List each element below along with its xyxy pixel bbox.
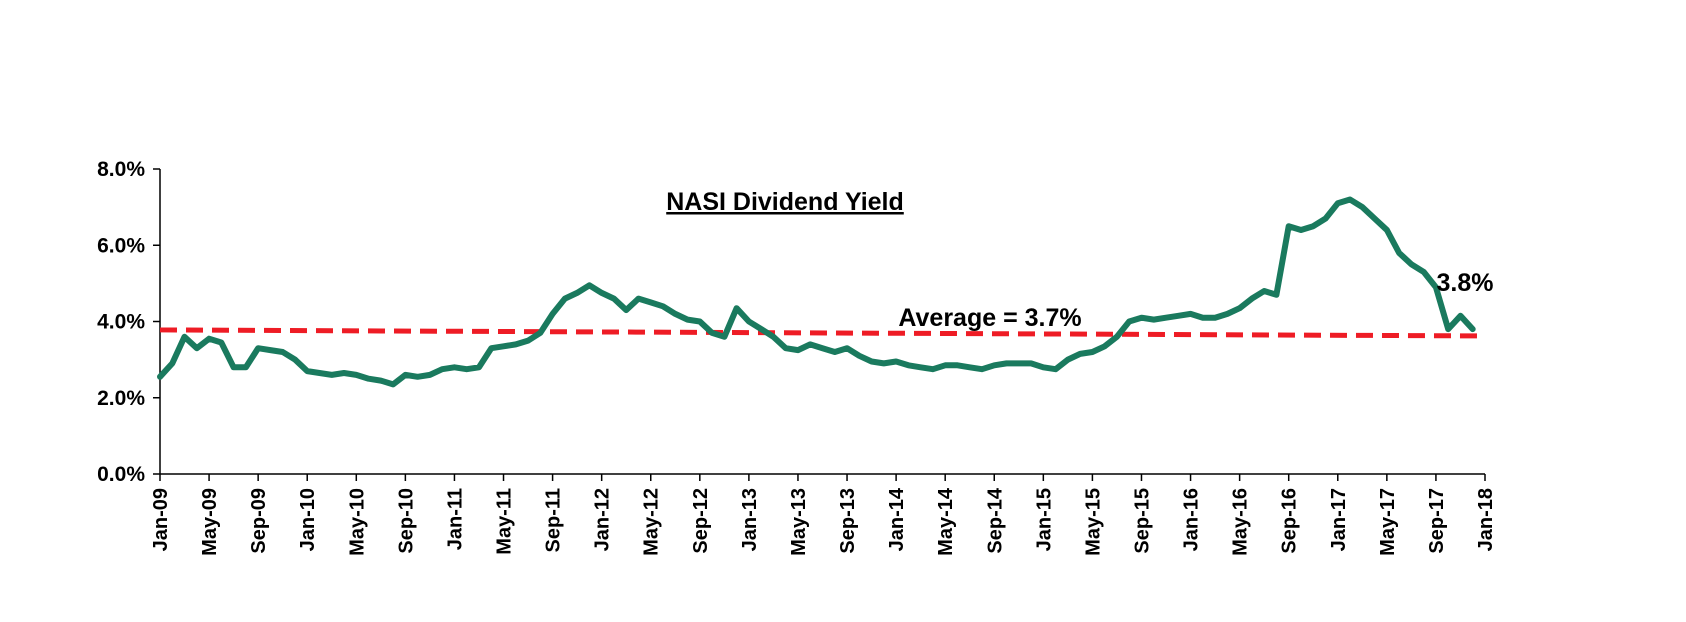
x-tick-label: May-13 bbox=[788, 488, 810, 556]
x-tick-label: Jan-09 bbox=[150, 488, 172, 551]
y-tick-label: 8.0% bbox=[97, 158, 145, 181]
y-tick-label: 2.0% bbox=[97, 387, 145, 410]
x-tick-label: Sep-13 bbox=[837, 488, 859, 554]
x-tick-label: May-15 bbox=[1082, 488, 1104, 556]
x-tick-label: Jan-11 bbox=[444, 488, 466, 550]
x-tick-label: Jan-14 bbox=[886, 487, 908, 551]
x-tick-label: Sep-12 bbox=[690, 488, 712, 554]
x-tick-label: May-10 bbox=[346, 488, 368, 556]
series-line bbox=[157, 196, 1476, 388]
x-tick-label: May-14 bbox=[935, 487, 957, 556]
plot-area bbox=[157, 196, 1486, 388]
x-tick-label: Sep-10 bbox=[395, 488, 417, 554]
x-tick-label: Jan-13 bbox=[739, 488, 761, 551]
x-tick-label: May-09 bbox=[199, 488, 221, 556]
x-axis: Jan-09 May-09 Sep-09 Jan-10 May-10 Sep-10 Jan-… bbox=[150, 473, 1497, 556]
x-tick-label: Jan-15 bbox=[1033, 488, 1055, 551]
x-tick-label: Sep-11 bbox=[543, 488, 565, 552]
end-value-label: 3.8% bbox=[1437, 269, 1494, 297]
x-tick-label: Jan-12 bbox=[592, 488, 614, 551]
x-tick-label: Sep-14 bbox=[984, 487, 1006, 553]
y-tick-label: 4.0% bbox=[97, 311, 145, 334]
x-tick-label: Sep-15 bbox=[1131, 488, 1153, 554]
y-axis: 0.0% 2.0% 4.0% 6.0% 8.0% bbox=[97, 158, 161, 486]
x-tick-label: Sep-16 bbox=[1279, 488, 1301, 554]
x-tick-label: Jan-10 bbox=[297, 488, 319, 551]
x-tick-label: Jan-17 bbox=[1328, 488, 1350, 551]
x-tick-label: Sep-09 bbox=[248, 488, 270, 554]
x-tick-label: May-12 bbox=[641, 488, 663, 556]
y-tick-label: 0.0% bbox=[97, 463, 145, 486]
average-line bbox=[159, 327, 1486, 339]
x-tick-label: Jan-16 bbox=[1181, 488, 1203, 551]
y-tick-label: 6.0% bbox=[97, 234, 145, 257]
x-tick-label: Sep-17 bbox=[1426, 488, 1448, 554]
x-tick-label: May-11 bbox=[494, 488, 516, 555]
chart-title: NASI Dividend Yield bbox=[666, 188, 904, 216]
x-tick-label: Jan-18 bbox=[1475, 488, 1497, 551]
average-label: Average = 3.7% bbox=[898, 304, 1081, 332]
x-tick-label: May-16 bbox=[1230, 488, 1252, 556]
x-tick-label: May-17 bbox=[1377, 488, 1399, 556]
